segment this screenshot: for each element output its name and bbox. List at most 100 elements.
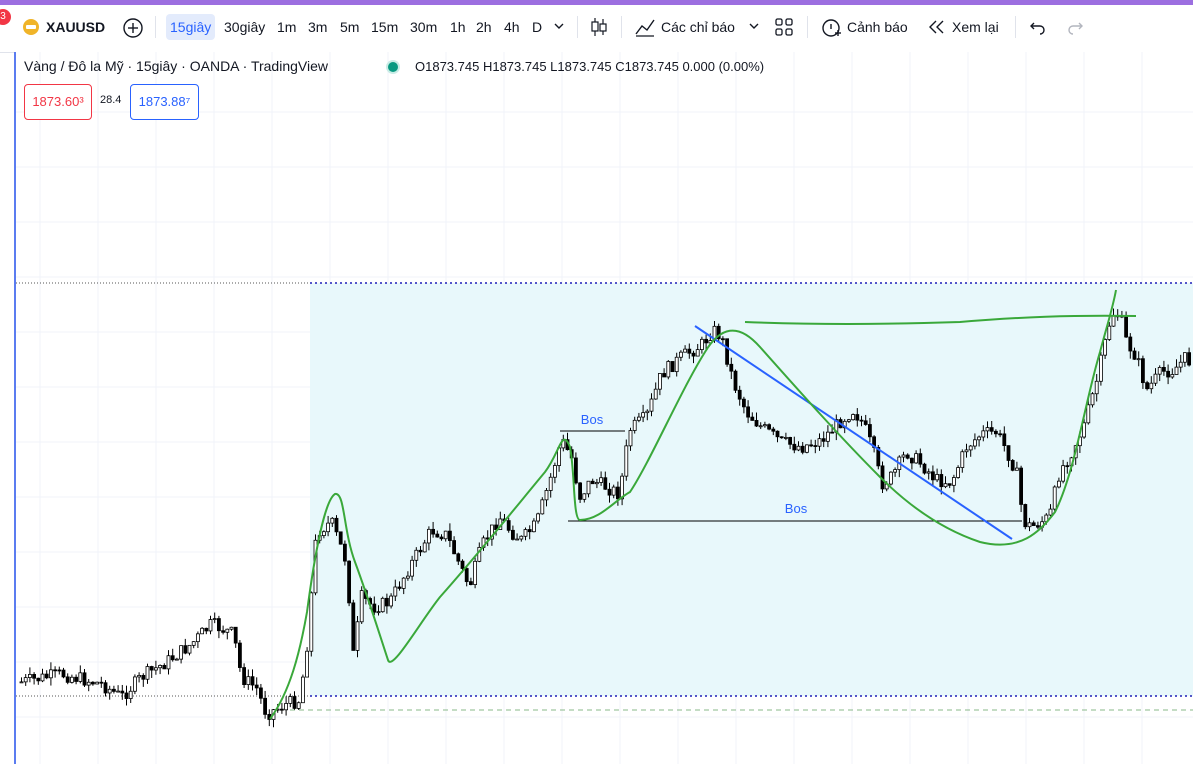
toolbar-accent-stripe [0, 0, 1193, 5]
price-chart[interactable]: Bos Bos [0, 52, 1193, 764]
candle [553, 462, 557, 484]
candle [1094, 374, 1099, 402]
interval-2h[interactable]: 2h [476, 19, 492, 35]
candle [334, 515, 339, 536]
candle [952, 474, 956, 493]
alarm-clock-icon[interactable] [820, 16, 842, 38]
candle [758, 422, 763, 430]
candle [212, 612, 217, 624]
candle [23, 674, 28, 686]
candle [754, 412, 759, 427]
replay-button[interactable]: Xem lại [952, 19, 999, 35]
toolbar-divider [1015, 16, 1016, 38]
candle-style-icon[interactable] [588, 15, 610, 39]
candle [523, 527, 528, 541]
candle [1023, 503, 1028, 530]
candle [1057, 477, 1061, 489]
drawing-high-line [744, 314, 1137, 325]
interval-5m[interactable]: 5m [340, 19, 360, 35]
candle [603, 471, 608, 490]
candle [628, 427, 633, 451]
toolbar-divider [155, 16, 156, 38]
replay-icon[interactable] [928, 19, 946, 35]
candle [170, 648, 175, 662]
candle [901, 451, 906, 463]
redo-icon[interactable] [1065, 17, 1085, 37]
layout-grid-icon[interactable] [774, 17, 794, 37]
candle [326, 515, 331, 537]
candle [86, 679, 91, 692]
candle [158, 664, 163, 675]
candle [380, 596, 385, 613]
candle [166, 650, 171, 675]
candle [410, 555, 415, 581]
candle [1090, 392, 1095, 408]
indicators-icon[interactable] [634, 16, 656, 38]
interval-30m[interactable]: 30m [410, 19, 438, 35]
indicators-button[interactable]: Các chỉ báo [661, 19, 735, 35]
candle [716, 323, 721, 342]
candle [956, 465, 960, 479]
interval-1h[interactable]: 1h [450, 19, 466, 35]
candle [817, 433, 822, 451]
candle [74, 674, 78, 685]
interval-30s[interactable]: 30giây [224, 19, 266, 35]
candle [620, 473, 624, 506]
candle [372, 596, 377, 616]
candle [61, 667, 66, 679]
candle [187, 644, 192, 656]
candle [981, 425, 986, 442]
candle [19, 677, 24, 684]
candle [82, 669, 87, 688]
buy-button[interactable]: 1873.88⁷ [130, 84, 199, 120]
spread-value: 28.4 [100, 94, 122, 106]
candle [1052, 485, 1057, 512]
legend-title[interactable]: Vàng / Đô la Mỹ · 15giây · OANDA · Tradi… [24, 58, 328, 74]
candle [658, 373, 662, 396]
candle [1086, 397, 1091, 425]
candle [645, 409, 650, 421]
candle [536, 512, 540, 524]
candle [200, 626, 205, 635]
candle [149, 665, 154, 678]
candle [704, 334, 708, 350]
bos-upper-label: Bos [581, 412, 604, 427]
chevron-down-icon[interactable] [552, 21, 566, 33]
interval-15m[interactable]: 15m [371, 19, 399, 35]
notification-badge[interactable]: 3 [0, 9, 11, 25]
add-symbol-icon[interactable] [122, 17, 144, 39]
candle [426, 526, 431, 551]
candle [624, 439, 629, 481]
candle [914, 450, 918, 464]
drawing-swing-curve [269, 289, 1117, 720]
candle [418, 546, 423, 557]
candle [32, 672, 36, 685]
candle [179, 645, 184, 664]
candle [616, 481, 620, 506]
candle [779, 436, 784, 439]
candle [595, 478, 599, 489]
symbol-search-button[interactable]: XAUUSD [46, 19, 106, 35]
candle [784, 432, 788, 441]
candle [574, 452, 578, 485]
undo-icon[interactable] [1028, 17, 1048, 37]
alert-button[interactable]: Cảnh báo [847, 19, 908, 35]
candle [729, 357, 734, 380]
chevron-down-icon[interactable] [747, 21, 761, 33]
interval-4h[interactable]: 4h [504, 19, 520, 35]
candle [221, 625, 226, 635]
candle [1128, 333, 1133, 359]
candle [204, 627, 209, 635]
candle [309, 591, 314, 657]
candle [637, 412, 641, 423]
interval-1d[interactable]: D [532, 19, 543, 35]
candle [145, 663, 150, 684]
interval-15s[interactable]: 15giây [166, 14, 216, 40]
interval-1m[interactable]: 1m [277, 19, 297, 35]
interval-3m[interactable]: 3m [308, 19, 328, 35]
candle [1183, 352, 1187, 367]
candle [859, 415, 864, 427]
sell-button[interactable]: 1873.60³ [24, 84, 92, 120]
candle [107, 685, 112, 700]
candle [191, 641, 196, 649]
